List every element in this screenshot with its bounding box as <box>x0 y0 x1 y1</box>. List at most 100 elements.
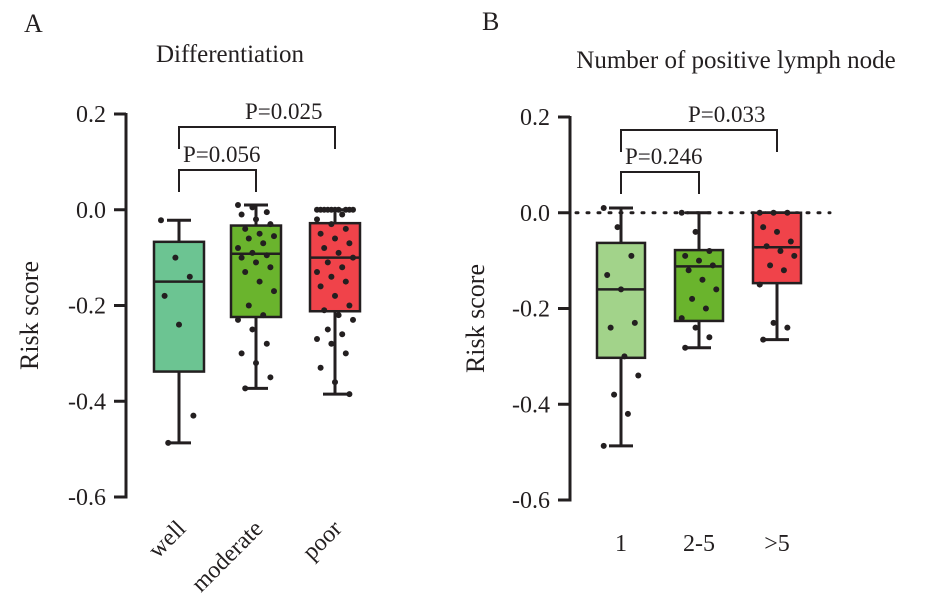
data-point <box>335 249 342 256</box>
panel-letter: A <box>24 9 43 38</box>
x-category-label: moderate <box>187 516 269 598</box>
data-point <box>165 439 172 446</box>
data-point <box>774 228 780 235</box>
data-point <box>260 312 267 319</box>
chart-title: Differentiation <box>156 41 305 68</box>
data-point <box>600 204 607 211</box>
data-point <box>770 319 777 326</box>
data-point <box>631 319 638 326</box>
x-category-label: well <box>144 516 192 564</box>
data-point <box>332 235 338 242</box>
y-tick-label: -0.2 <box>512 297 550 323</box>
data-point <box>685 267 692 274</box>
data-point <box>682 344 689 351</box>
data-point <box>263 340 270 347</box>
data-point <box>756 281 763 288</box>
data-point <box>235 316 241 323</box>
data-point <box>624 410 631 417</box>
data-point <box>317 364 324 371</box>
data-point <box>760 336 767 343</box>
data-point <box>328 273 335 280</box>
data-point <box>678 209 685 216</box>
data-point <box>190 412 197 419</box>
data-point <box>696 257 702 264</box>
data-point <box>689 295 696 302</box>
data-point <box>267 374 274 381</box>
data-point <box>699 276 706 283</box>
data-point <box>607 324 614 331</box>
data-point <box>314 268 320 275</box>
data-point <box>260 240 267 247</box>
data-point <box>339 331 346 338</box>
box-poor <box>308 206 362 398</box>
data-point <box>245 302 252 309</box>
x-category-label: 2-5 <box>683 531 715 557</box>
data-point <box>238 254 245 261</box>
comparison-bracket <box>178 169 257 192</box>
data-point <box>317 283 324 290</box>
data-point <box>242 268 249 275</box>
box-25 <box>673 209 725 351</box>
data-point <box>253 216 259 223</box>
data-point <box>678 315 685 322</box>
box-body <box>595 241 647 360</box>
data-point <box>238 350 245 357</box>
y-axis-label: Risk score <box>15 261 44 370</box>
data-point <box>253 259 259 266</box>
data-point <box>172 254 179 261</box>
box-body <box>152 240 206 373</box>
comparison-bracket <box>178 126 336 149</box>
data-point <box>332 379 338 386</box>
y-tick-label: -0.4 <box>512 392 550 418</box>
data-point <box>621 353 628 360</box>
y-tick-label: -0.6 <box>68 485 106 511</box>
data-point <box>256 278 263 285</box>
data-point <box>271 233 277 240</box>
data-point <box>321 307 328 314</box>
data-point <box>682 252 689 259</box>
comparison-bracket <box>620 171 700 194</box>
panel-letter: B <box>482 7 499 36</box>
data-point <box>324 206 331 213</box>
data-point <box>186 273 193 280</box>
data-point <box>249 326 256 333</box>
data-point <box>314 216 320 223</box>
data-point <box>161 292 168 299</box>
box-5 <box>751 209 803 343</box>
p-value-label: P=0.056 <box>183 142 261 167</box>
data-point <box>763 243 770 250</box>
data-point <box>350 254 356 261</box>
y-tick-label: 0.2 <box>76 102 106 128</box>
data-point <box>238 211 245 218</box>
data-point <box>176 321 182 328</box>
data-point <box>342 278 349 285</box>
x-category-label: 1 <box>615 531 627 557</box>
data-point <box>332 292 338 299</box>
x-category-label: >5 <box>764 531 790 557</box>
chart-panel-b: B Number of positive lymph node 0.2 0.0 -0.2… <box>461 7 896 557</box>
data-point <box>328 340 335 347</box>
data-point <box>767 262 774 269</box>
data-point <box>787 238 794 245</box>
data-point <box>777 248 784 255</box>
data-point <box>791 252 798 259</box>
p-value-label: P=0.246 <box>625 144 703 169</box>
box-well <box>152 217 206 446</box>
data-point <box>245 235 252 242</box>
data-point <box>249 249 256 256</box>
data-point <box>263 209 270 216</box>
chart-panel-a: A Differentiation 0.2 0.0 -0.2 -0.4 -0.6 Risk s… <box>15 9 362 598</box>
data-point <box>350 316 356 323</box>
data-point <box>267 221 274 228</box>
data-point <box>611 391 618 398</box>
box-moderate <box>229 201 283 392</box>
data-point <box>314 336 320 343</box>
data-point <box>342 225 349 232</box>
data-point <box>614 224 621 231</box>
y-axis-label: Risk score <box>461 264 490 373</box>
data-point <box>263 252 270 259</box>
data-point <box>692 324 699 331</box>
data-point <box>324 259 331 266</box>
data-point <box>706 248 713 255</box>
y-tick-label: -0.2 <box>68 294 106 320</box>
